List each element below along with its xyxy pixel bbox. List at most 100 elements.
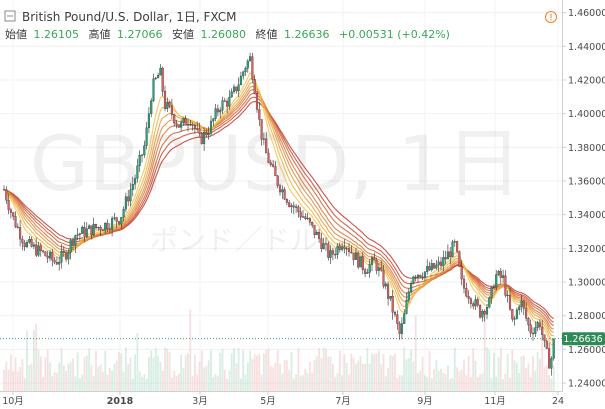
candle (313, 224, 316, 239)
candle (398, 321, 401, 340)
candle-body (350, 251, 353, 254)
candle (531, 327, 535, 341)
volume-bar (39, 356, 42, 391)
candle (249, 52, 252, 62)
candle (412, 275, 415, 285)
candle (67, 249, 70, 265)
candle-body (44, 251, 47, 257)
high-label: 高値 (89, 27, 111, 41)
candle (207, 126, 210, 140)
candle (387, 281, 390, 306)
volume-bar (378, 350, 380, 391)
volume-bar (42, 377, 44, 391)
alert-icon[interactable]: ! (545, 11, 557, 24)
candle-body (405, 300, 408, 314)
candle-body (138, 155, 141, 166)
price-axis[interactable]: 1.46000 1.44000 1.42000 1.40000 1.38000 1.360… (562, 8, 605, 390)
candle-body (357, 252, 360, 268)
candle (168, 100, 171, 109)
candle (327, 241, 330, 261)
volume-bar (451, 377, 454, 391)
candle (226, 98, 229, 114)
volume-bar (361, 363, 364, 391)
candle-body (69, 240, 72, 253)
candle-body (272, 164, 275, 167)
candle-body (209, 120, 213, 134)
candle (150, 97, 153, 118)
volume-bar (125, 347, 127, 391)
volume-bar (200, 350, 203, 391)
candle-body (28, 239, 31, 243)
volume-bar (118, 351, 120, 391)
volume-bar (33, 330, 35, 391)
volume-bar (205, 365, 208, 391)
volume-bar (311, 372, 314, 391)
volume-bar (272, 367, 274, 391)
volume-bar (260, 374, 263, 391)
candle (175, 119, 178, 129)
volume-bar (313, 360, 316, 391)
candle (529, 319, 532, 338)
watermark-symbol: GBPUSD, 1日 (30, 119, 522, 208)
candle-body (216, 108, 219, 113)
candle-body (407, 291, 410, 301)
candle-body (341, 246, 344, 250)
volume-bar (164, 347, 166, 391)
volume-bar (72, 358, 74, 391)
volume-bar (412, 361, 415, 391)
candle-body (255, 93, 259, 110)
volume-bar (244, 374, 247, 391)
last-price-tag-box (562, 332, 605, 346)
candle (543, 334, 546, 348)
candle (545, 339, 548, 350)
volume-bar (196, 374, 199, 391)
candle-body (421, 276, 424, 278)
last-price-tag: 1.26636 (562, 332, 605, 346)
candle-body (260, 119, 263, 140)
candle (131, 176, 134, 197)
candle (189, 120, 192, 127)
candle (368, 259, 371, 278)
candle (511, 309, 514, 322)
volume-bar (483, 309, 486, 391)
candle (260, 119, 263, 146)
volume-bar (470, 377, 472, 391)
candle-body (435, 264, 438, 269)
candle-body (382, 270, 385, 287)
candle-body (76, 234, 79, 236)
candle (145, 121, 148, 150)
time-tick-label: 5月 (260, 396, 276, 407)
volume-bar (387, 367, 389, 391)
candle-body (290, 205, 293, 207)
legend-toggle-button[interactable] (4, 10, 16, 22)
volume-bar (357, 360, 360, 391)
candle-body (490, 287, 493, 299)
candle-body (258, 109, 261, 120)
volume-bar (152, 357, 155, 391)
candle (122, 206, 125, 222)
candle-body (60, 251, 63, 263)
volume-bar (67, 363, 70, 391)
candle-body (267, 152, 270, 163)
time-axis[interactable]: 10月 2018 3月 5月 7月 9月 11月 24 (2, 391, 564, 407)
volume-bar (99, 364, 102, 391)
candle (283, 186, 286, 200)
candle-body (414, 276, 417, 278)
candle (465, 282, 468, 298)
candle (469, 297, 472, 309)
volume-bar (329, 356, 332, 391)
candle (251, 52, 254, 83)
candle-body (175, 122, 178, 125)
price-tick-label: 1.24000 (568, 379, 605, 390)
candle-body (387, 283, 390, 299)
volume-bar (467, 356, 470, 391)
candle-body (101, 229, 104, 231)
candle (536, 320, 539, 332)
candle-body (462, 278, 466, 289)
candle-body (458, 251, 461, 267)
candle-body (419, 274, 422, 278)
volume-bar (233, 348, 235, 391)
volume-bar (325, 348, 327, 391)
high-value: 1.27066 (117, 28, 163, 41)
